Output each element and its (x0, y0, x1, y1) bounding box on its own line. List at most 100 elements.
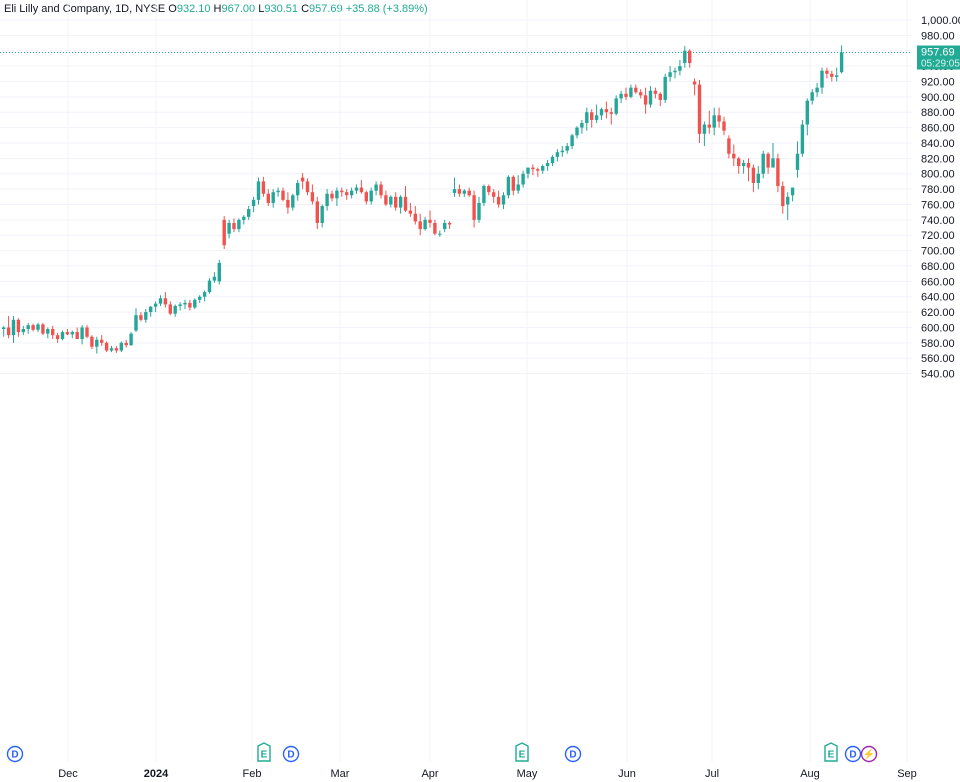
candle-body (134, 315, 138, 331)
candle (447, 221, 452, 230)
candle (815, 83, 819, 97)
dividend-icon[interactable]: D (6, 745, 24, 763)
candle-body (129, 333, 133, 346)
x-tick-label: Sep (897, 768, 917, 780)
candle (364, 190, 368, 205)
candle-body (820, 70, 824, 88)
y-tick-label: 640.00 (921, 292, 955, 304)
candle-body (496, 196, 501, 205)
candle (590, 109, 594, 128)
candle (41, 322, 45, 336)
candle (820, 67, 824, 94)
candle-body (11, 319, 16, 336)
dividend-icon-label: D (287, 750, 294, 761)
legend-change: +35.88 (+3.89%) (345, 3, 428, 15)
candle-body (26, 325, 30, 330)
candle (717, 107, 721, 128)
candle (80, 325, 84, 345)
candle (320, 204, 324, 228)
candle-body (781, 186, 785, 207)
candle (786, 192, 790, 220)
earnings-icon[interactable]: E (257, 742, 271, 762)
candle-body (80, 327, 84, 340)
candle-body (614, 98, 618, 114)
candle-body (95, 339, 99, 347)
chart-legend: Eli Lilly and Company, 1D, NYSE O932.10 … (4, 3, 428, 15)
y-tick-label: 760.00 (921, 199, 955, 211)
candle-body (232, 222, 236, 230)
candle (609, 107, 613, 125)
candle-body (305, 181, 310, 193)
candle (702, 121, 707, 147)
candle-body (183, 302, 187, 305)
earnings-icon[interactable]: E (515, 742, 529, 762)
candle-body (795, 153, 800, 170)
candle (398, 195, 403, 214)
candle-body (41, 324, 45, 334)
candle-body (550, 156, 555, 163)
candle (428, 210, 432, 228)
candle-body (6, 327, 11, 336)
candle (129, 332, 133, 346)
split-icon[interactable]: ⚡ (860, 745, 878, 763)
x-tick-label: May (517, 768, 538, 780)
candle (604, 101, 609, 119)
candle-body (217, 262, 221, 282)
candle-body (237, 219, 241, 230)
candle (771, 142, 775, 168)
candle-body (163, 298, 168, 305)
earnings-icon[interactable]: E (824, 742, 838, 762)
candle-body (511, 176, 515, 191)
candle (178, 302, 182, 311)
candle-body (619, 93, 623, 99)
candle (580, 119, 584, 134)
candle-body (291, 195, 295, 208)
candle (261, 176, 266, 197)
candle (90, 335, 94, 350)
candle (212, 272, 217, 283)
candle-body (104, 342, 109, 351)
candle (516, 175, 520, 194)
candle (457, 184, 462, 197)
legend-high-label: H (213, 3, 222, 15)
candle-body (580, 123, 584, 128)
candle-body (369, 190, 373, 202)
candle-body (521, 173, 525, 185)
candle (207, 278, 212, 294)
candle-body (624, 93, 628, 97)
candle (482, 184, 486, 207)
candle-body (149, 306, 153, 313)
candle-body (545, 162, 550, 167)
legend-close-value: 957.69 (309, 3, 343, 15)
candle (712, 107, 716, 136)
dividend-icon[interactable]: D (564, 745, 582, 763)
dividend-icon[interactable]: D (844, 745, 862, 763)
candle-body (663, 76, 667, 100)
earnings-icon-label: E (519, 750, 526, 761)
dividend-icon-label: D (849, 750, 856, 761)
candle (594, 104, 599, 124)
candle (688, 49, 692, 68)
candle (732, 144, 736, 167)
candle-body (751, 167, 756, 183)
candle-body (536, 169, 540, 171)
legend-close-label: C (301, 3, 310, 15)
candle (643, 87, 648, 114)
candle-body (702, 124, 707, 134)
candle (766, 152, 770, 174)
y-tick-label: 840.00 (921, 138, 955, 150)
x-tick-label: Jun (618, 768, 636, 780)
candle-body (487, 186, 491, 193)
candle (114, 345, 119, 353)
candle-body (428, 219, 432, 223)
y-tick-label: 720.00 (921, 230, 955, 242)
candle (639, 89, 643, 99)
candle-body (222, 219, 226, 246)
dividend-icon[interactable]: D (282, 745, 300, 763)
candle (839, 45, 844, 74)
candle-body (737, 158, 741, 167)
candle-body (85, 327, 89, 337)
candle (492, 189, 496, 203)
candle-body (648, 90, 653, 105)
